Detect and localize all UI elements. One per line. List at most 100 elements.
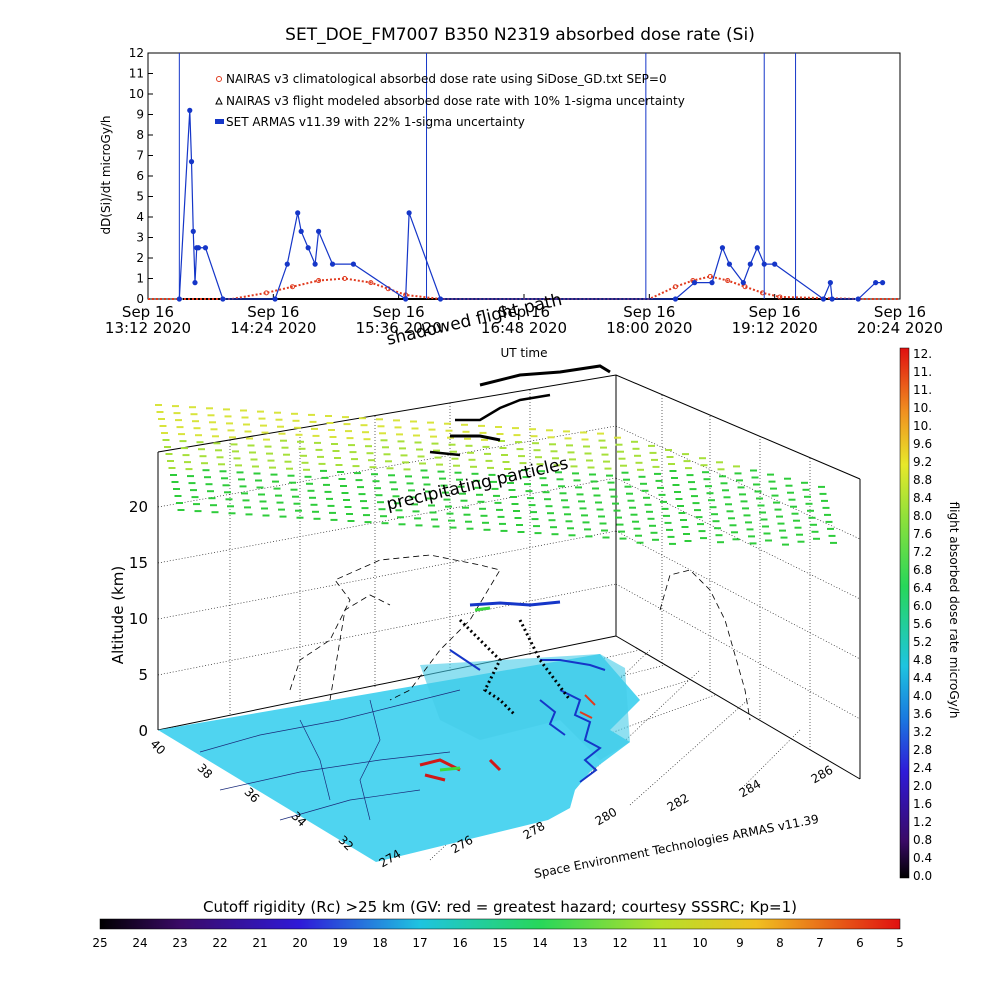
colorbar-tick-label: 3.2: [913, 725, 932, 739]
series-armas-point: [312, 261, 318, 267]
y-tick-label: 10: [129, 87, 144, 101]
series-armas-point: [192, 280, 198, 286]
altitude-tick-label: 10: [129, 610, 148, 628]
precipitating-particles-field: [155, 404, 837, 546]
y-tick-label: 4: [136, 210, 144, 224]
cutoff-tick-label: 6: [856, 936, 864, 950]
dose-rate-colorbar: [899, 347, 910, 879]
cutoff-tick-label: 15: [492, 936, 507, 950]
x-tick-label-date: Sep 16: [874, 303, 926, 321]
series-armas-point: [295, 210, 301, 216]
colorbar-tick-label: 1.6: [913, 797, 932, 811]
cutoff-tick-label: 17: [412, 936, 427, 950]
colorbar-tick-label: 11.: [913, 383, 932, 397]
y-tick-label: 3: [136, 231, 144, 245]
series-armas-point: [740, 280, 746, 286]
cutoff-tick-label: 7: [816, 936, 824, 950]
x-tick-label-date: Sep 16: [498, 303, 550, 321]
x-tick-label-time: 18:00 2020: [606, 319, 692, 337]
cutoff-tick-label: 5: [896, 936, 904, 950]
y-tick-label: 6: [136, 169, 144, 183]
colorbar-tick-label: 2.8: [913, 743, 932, 757]
cutoff-tick-label: 22: [212, 936, 227, 950]
colorbar-tick-label: 9.2: [913, 455, 932, 469]
colorbar-tick-label: 7.6: [913, 527, 932, 541]
y-tick-label: 11: [129, 67, 144, 81]
colorbar-tick-label: 5.6: [913, 617, 932, 631]
top-chart-series: [148, 53, 900, 302]
cutoff-rigidity-ticks: 25 24 23 22 21 20 19 18 17 16 15 14 13 12 11 10 9 8 7 6 5: [92, 936, 903, 950]
cutoff-tick-label: 16: [452, 936, 467, 950]
series-armas-point: [190, 228, 196, 234]
series-armas-point: [315, 228, 322, 234]
cutoff-rigidity-colorbar: [99, 918, 901, 930]
colorbar-tick-label: 9.6: [913, 437, 932, 451]
colorbar-tick-label: 0.0: [913, 869, 932, 883]
x-tick-label-date: Sep 16: [373, 303, 425, 321]
x-tick-label-time: 20:24 2020: [857, 319, 943, 337]
cutoff-tick-label: 8: [776, 936, 784, 950]
y-tick-label: 2: [136, 251, 144, 265]
colorbar-tick-label: 10.: [913, 419, 932, 433]
colorbar-tick-label: 6.0: [913, 599, 932, 613]
latitude-tick-label: 38: [194, 761, 215, 782]
longitude-tick-label: 284: [737, 777, 764, 801]
x-tick-label-time: 13:12 2020: [105, 319, 191, 337]
altitude-tick-label: 5: [138, 666, 148, 684]
y-tick-label: 12: [129, 46, 144, 60]
series-armas-point: [772, 261, 778, 267]
altitude-axis-label: Altitude (km): [109, 566, 127, 664]
top-chart-legend: NAIRAS v3 climatological absorbed dose r…: [215, 72, 685, 129]
legend-item-armas: SET ARMAS v11.39 with 22% 1-sigma uncert…: [226, 115, 525, 129]
cutoff-tick-label: 14: [532, 936, 547, 950]
x-tick-label-date: Sep 16: [122, 303, 174, 321]
series-armas-point: [879, 280, 886, 286]
series-armas-point: [873, 280, 879, 286]
series-armas-point: [672, 296, 679, 302]
colorbar-tick-label: 0.4: [913, 851, 932, 865]
legend-item-nairas-flight: NAIRAS v3 flight modeled absorbed dose r…: [226, 94, 685, 108]
x-tick-label-time: 14:24 2020: [230, 319, 316, 337]
cutoff-tick-label: 11: [652, 936, 667, 950]
flight-path-3d: [429, 364, 611, 717]
box-3d: [157, 374, 861, 780]
colorbar-tick-label: 1.2: [913, 815, 932, 829]
colorbar-tick-label: 5.2: [913, 635, 932, 649]
longitude-tick-label: 280: [593, 805, 620, 829]
x-tick-label-date: Sep 16: [247, 303, 299, 321]
colorbar-tick-label: 10.: [913, 401, 932, 415]
colorbar-tick-label: 4.0: [913, 689, 932, 703]
cutoff-tick-label: 12: [612, 936, 627, 950]
colorbar-tick-label: 8.8: [913, 473, 932, 487]
y-tick-label: 9: [136, 108, 144, 122]
shadow-flight-path: [289, 554, 751, 721]
cutoff-tick-label: 20: [292, 936, 307, 950]
series-nairas-clim-point: [725, 278, 731, 284]
cutoff-tick-label: 13: [572, 936, 587, 950]
series-nairas-clim-point: [342, 276, 348, 281]
longitude-tick-label: 286: [809, 763, 836, 787]
altitude-tick-label: 0: [138, 722, 148, 740]
y-tick-label: 5: [136, 190, 144, 204]
cutoff-tick-label: 18: [372, 936, 387, 950]
colorbar-tick-label: 2.0: [913, 779, 932, 793]
x-tick-label-time: 19:12 2020: [732, 319, 818, 337]
colorbar-tick-label: 8.4: [913, 491, 932, 505]
colorbar-tick-label: 2.4: [913, 761, 932, 775]
series-nairas-clim-point: [777, 294, 783, 300]
colorbar-tick-label: 12.: [913, 347, 932, 361]
colorbar-tick-label: 4.4: [913, 671, 932, 685]
series-armas-point: [187, 107, 193, 113]
series-armas-point: [747, 261, 753, 267]
altitude-tick-label: 20: [129, 498, 148, 516]
series-armas-point: [202, 245, 209, 251]
series-nairas-clim-point: [742, 284, 748, 290]
series-armas-line: [178, 110, 883, 301]
latitude-tick-label: 40: [147, 737, 168, 758]
series-armas-point: [754, 245, 760, 251]
series-armas-point: [855, 296, 861, 302]
series-nairas-clim-point: [707, 273, 713, 279]
x-tick-label-time: 16:48 2020: [481, 319, 567, 337]
dose-rate-colorbar-ticks: 12. 11. 11. 10. 10. 9.6 9.2 8.8 8.4 8.0 7.6 7.2 6.8 6…: [913, 347, 932, 883]
colorbar-tick-label: 4.8: [913, 653, 932, 667]
